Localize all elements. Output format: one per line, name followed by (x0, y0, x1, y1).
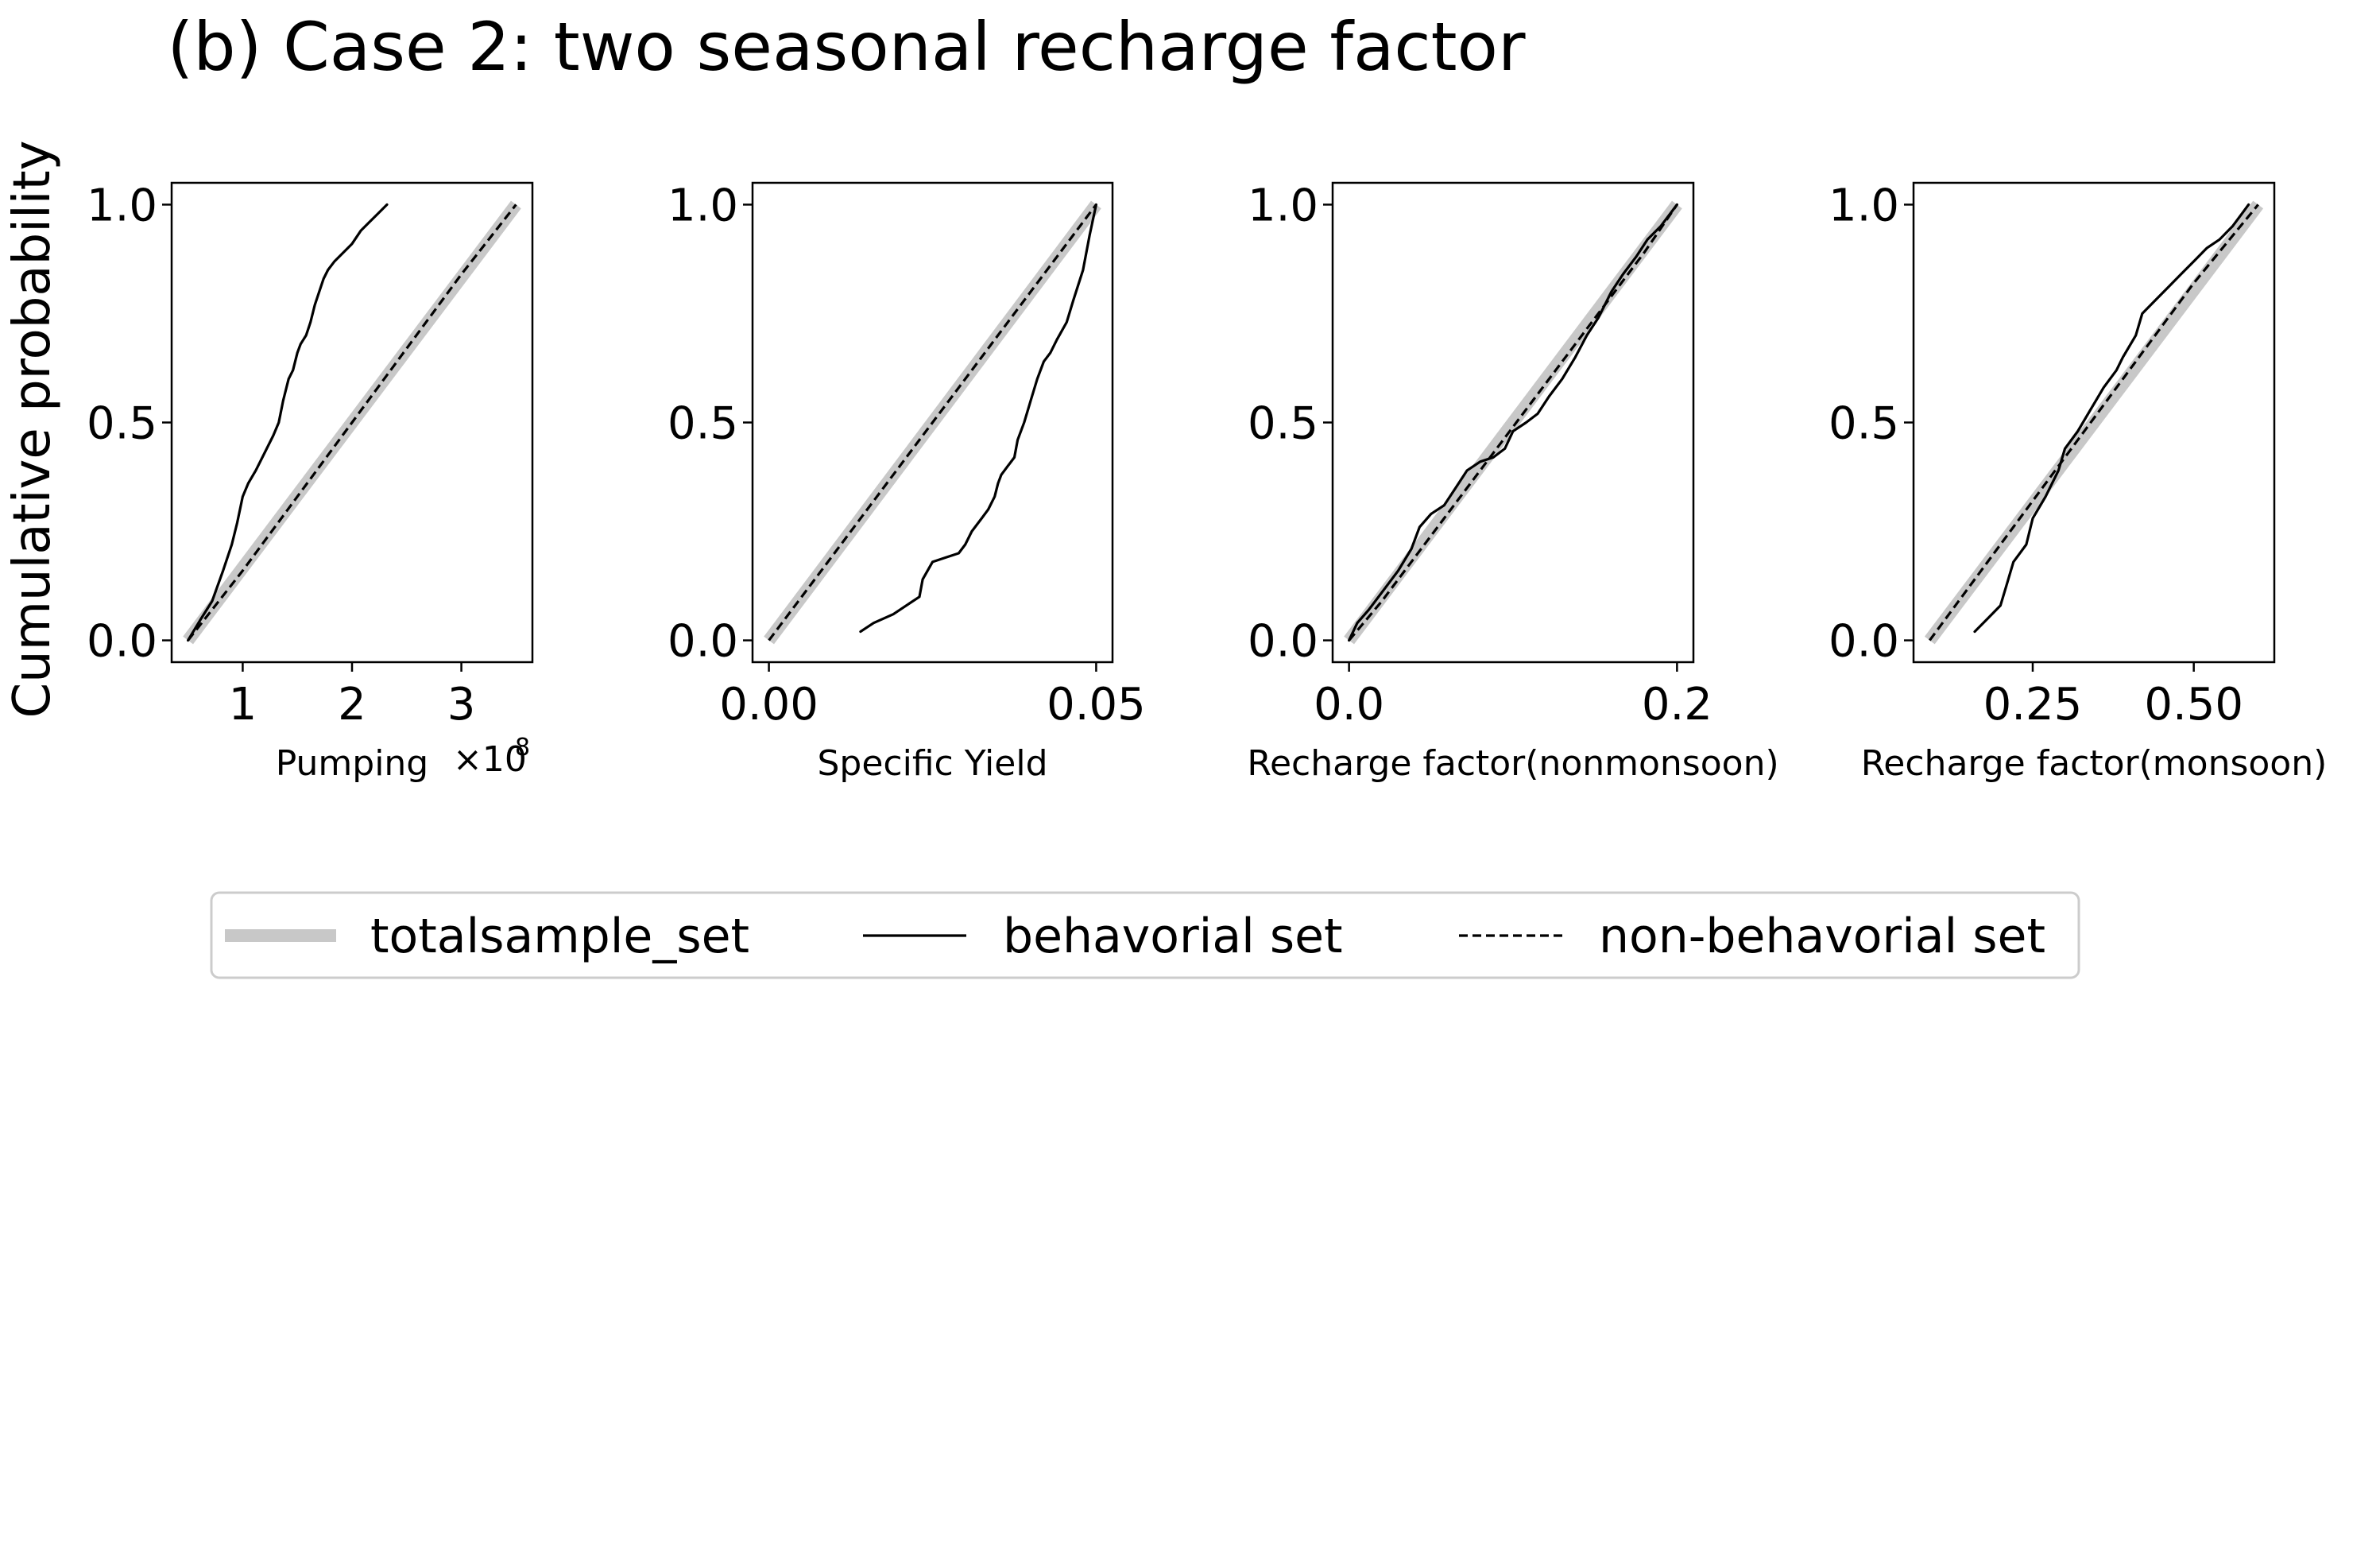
series-line-totalsample-set (1924, 200, 2264, 645)
x-axis-label: Recharge factor(nonmonsoon) (1247, 743, 1778, 784)
x-tick-label: 2 (338, 679, 366, 731)
subplot-3: 0.0 0.2 0.0 0.5 1.0 Recharge factor(nonmonsoo… (1247, 180, 1778, 784)
subplots-group: 1 2 3 0.0 0.5 1.0 Pumping ×108 0.00 0.05 0.0 0.5 1.0… (87, 180, 2327, 784)
y-tick-label: 0.5 (1248, 398, 1318, 450)
y-tick-label: 0.5 (668, 398, 738, 450)
legend-frame (210, 891, 2080, 979)
legend-label-3: non-behavorial set (1599, 909, 2045, 964)
series-line-behavorial-set (859, 203, 1098, 634)
subplot-4: 0.25 0.50 0.0 0.5 1.0 Recharge factor(monsoon… (1829, 180, 2327, 784)
x-tick-label: 0.50 (2144, 679, 2243, 731)
y-axis-label: Cumulative probability (3, 140, 62, 718)
series-line-non-behavorial-set (1929, 203, 2259, 641)
y-tick-label: 0.5 (87, 398, 157, 450)
x-tick-label: 0.00 (719, 679, 818, 731)
series-line-behavorial-set (1347, 203, 1678, 642)
subplot-1: 1 2 3 0.0 0.5 1.0 Pumping ×108 (87, 180, 534, 784)
y-tick-label: 1.0 (87, 180, 157, 231)
series-line-behavorial-set (1973, 203, 2250, 634)
y-tick-label: 0.0 (87, 616, 157, 668)
y-tick-label: 0.0 (1829, 616, 1899, 668)
series-line-non-behavorial-set (1348, 203, 1678, 641)
x-tick-label: 0.2 (1642, 679, 1712, 731)
series-line-non-behavorial-set (187, 203, 517, 641)
series-group (1924, 200, 2264, 645)
series-line-behavorial-set (187, 203, 389, 642)
x-axis-label: Recharge factor(monsoon) (1861, 743, 2328, 784)
y-tick-label: 1.0 (1248, 180, 1318, 231)
x-offset-label: ×10 (453, 739, 527, 780)
y-tick-label: 1.0 (668, 180, 738, 231)
legend: totalsample_set behavorial set non-behavor… (210, 891, 2080, 979)
series-line-totalsample-set (1344, 200, 1682, 645)
x-tick-label: 0.05 (1047, 679, 1146, 731)
x-tick-label: 0.0 (1314, 679, 1384, 731)
y-tick-label: 0.0 (1248, 616, 1318, 668)
legend-label-1: totalsample_set (370, 909, 749, 964)
y-tick-label: 0.0 (668, 616, 738, 668)
x-offset-exponent: 8 (515, 734, 530, 762)
y-tick-label: 0.5 (1829, 398, 1899, 450)
x-tick-label: 3 (447, 679, 476, 731)
subplot-2: 0.00 0.05 0.0 0.5 1.0 Specific Yield (668, 180, 1146, 784)
y-tick-label: 1.0 (1829, 180, 1899, 231)
series-line-non-behavorial-set (768, 203, 1097, 641)
x-axis-label: Pumping (276, 743, 428, 784)
series-group (183, 200, 521, 645)
x-axis-label: Specific Yield (818, 743, 1048, 784)
series-group (1344, 200, 1682, 645)
legend-label-2: behavorial set (1003, 909, 1343, 964)
x-tick-label: 1 (229, 679, 257, 731)
figure-title: (b) Case 2: two seasonal recharge factor (168, 8, 1526, 86)
series-group (764, 200, 1101, 645)
x-tick-label: 0.25 (1983, 679, 2083, 731)
